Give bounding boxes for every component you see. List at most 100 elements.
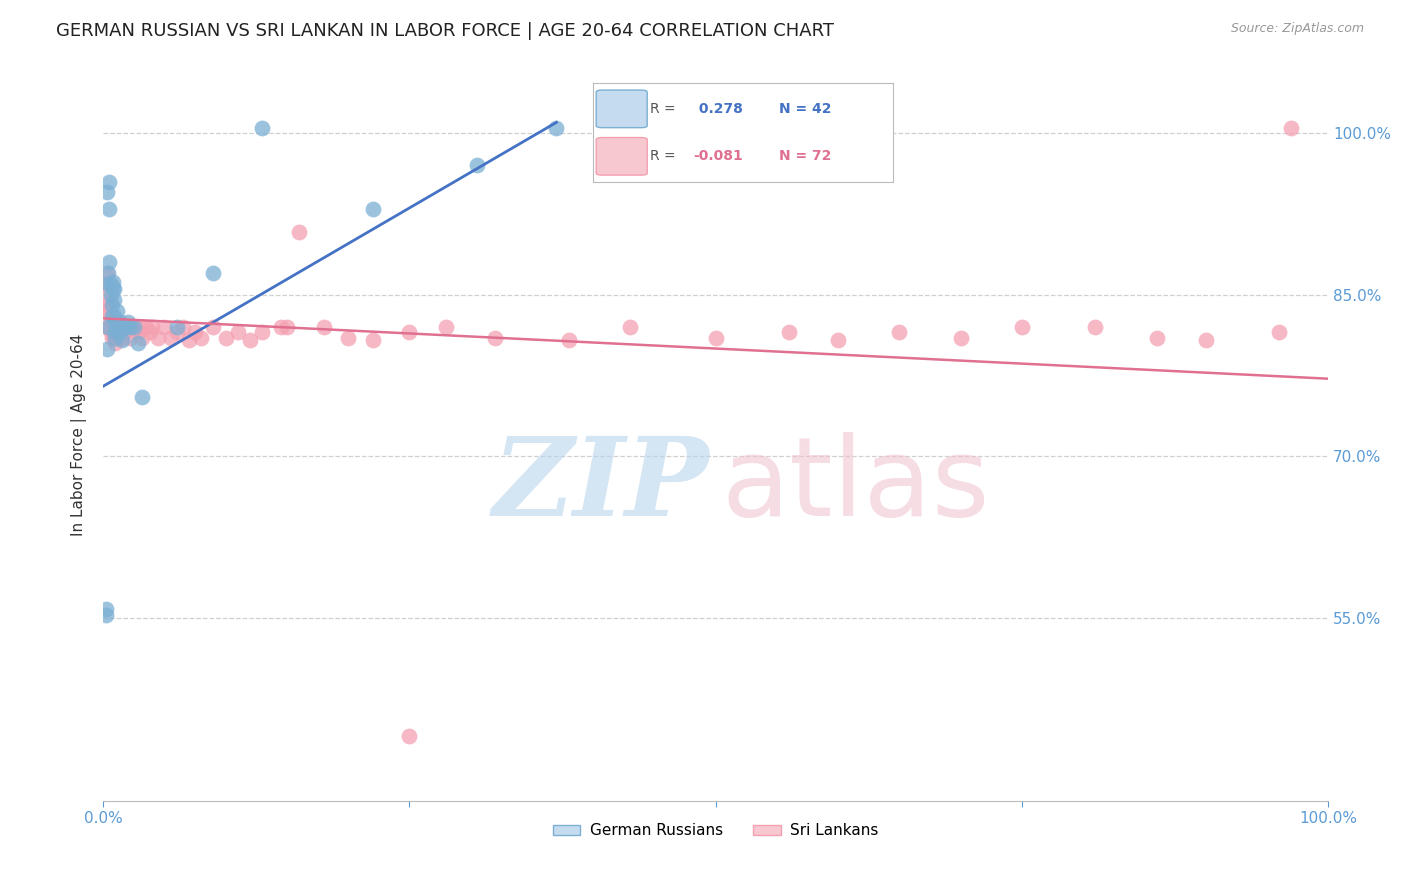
Point (108, 326, 131, 340)
Point (1279, 120, 1302, 135)
Point (100, 315, 122, 329)
Point (98, 202, 121, 216)
Point (94, 607, 117, 622)
Point (127, 336, 149, 351)
Point (141, 320, 163, 334)
Point (104, 336, 127, 351)
Point (97, 298, 120, 312)
Point (98, 255, 121, 269)
Point (110, 315, 132, 329)
Point (105, 303, 128, 318)
Point (465, 158, 488, 172)
Text: GERMAN RUSSIAN VS SRI LANKAN IN LABOR FORCE | AGE 20-64 CORRELATION CHART: GERMAN RUSSIAN VS SRI LANKAN IN LABOR FO… (56, 22, 834, 40)
Point (103, 320, 125, 334)
Point (100, 277, 122, 291)
Point (135, 320, 157, 334)
Point (98, 175, 121, 189)
Point (337, 331, 360, 345)
Point (103, 310, 125, 324)
Point (104, 331, 127, 345)
Point (97, 266, 120, 280)
Point (114, 326, 136, 340)
Text: Source: ZipAtlas.com: Source: ZipAtlas.com (1230, 22, 1364, 36)
Point (131, 331, 153, 345)
Point (94, 602, 117, 616)
Point (252, 120, 274, 135)
Point (1011, 320, 1033, 334)
Y-axis label: In Labor Force | Age 20-64: In Labor Force | Age 20-64 (72, 334, 87, 536)
Point (101, 298, 124, 312)
Point (101, 315, 124, 329)
Point (949, 331, 972, 345)
Point (129, 320, 152, 334)
Point (97, 282, 120, 296)
Point (190, 331, 212, 345)
Point (184, 326, 207, 340)
Text: atlas: atlas (721, 433, 990, 540)
Text: ZIP: ZIP (494, 433, 710, 540)
Point (1146, 331, 1168, 345)
Point (239, 333, 262, 347)
Point (111, 320, 134, 334)
Point (103, 282, 125, 296)
Point (107, 320, 129, 334)
Point (111, 320, 134, 334)
Point (226, 326, 249, 340)
Point (100, 326, 122, 340)
Point (120, 320, 142, 334)
Point (1195, 333, 1218, 347)
Point (117, 315, 139, 329)
Point (778, 326, 800, 340)
Point (104, 320, 127, 334)
Point (288, 225, 311, 239)
Point (361, 202, 384, 216)
Point (94, 320, 117, 334)
Point (619, 320, 641, 334)
Point (166, 320, 188, 334)
Point (98, 303, 121, 318)
Point (101, 310, 124, 324)
Point (827, 333, 849, 347)
Point (105, 326, 128, 340)
Point (101, 326, 124, 340)
Point (101, 281, 124, 295)
Point (98, 320, 121, 334)
Point (166, 326, 188, 340)
Point (484, 331, 506, 345)
Point (215, 331, 238, 345)
Point (139, 326, 162, 340)
Point (104, 326, 127, 340)
Point (270, 320, 292, 334)
Point (97, 277, 120, 291)
Point (1268, 326, 1291, 340)
Point (110, 333, 132, 347)
Point (122, 320, 145, 334)
Point (104, 315, 127, 329)
Legend: German Russians, Sri Lankans: German Russians, Sri Lankans (547, 817, 884, 845)
Point (177, 333, 200, 347)
Point (101, 320, 124, 334)
Point (101, 331, 124, 345)
Point (398, 729, 420, 743)
Point (131, 390, 153, 404)
Point (101, 275, 124, 289)
Point (557, 333, 579, 347)
Point (252, 326, 274, 340)
Point (103, 331, 125, 345)
Point (276, 320, 298, 334)
Point (704, 331, 727, 345)
Point (112, 320, 135, 334)
Point (107, 320, 129, 334)
Point (103, 293, 125, 307)
Point (110, 320, 132, 334)
Point (202, 266, 225, 280)
Point (148, 331, 170, 345)
Point (434, 320, 457, 334)
Point (97, 320, 120, 334)
Point (108, 326, 131, 340)
Point (94, 303, 117, 318)
Point (172, 320, 194, 334)
Point (312, 320, 335, 334)
Point (202, 320, 225, 334)
Point (96, 266, 118, 280)
